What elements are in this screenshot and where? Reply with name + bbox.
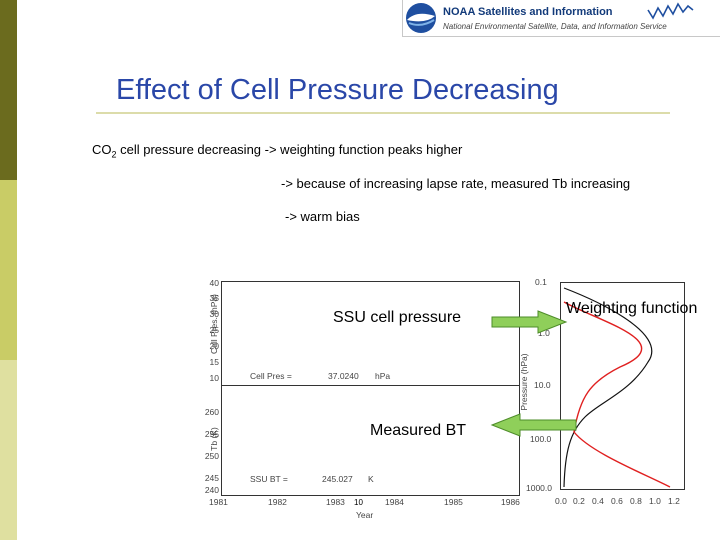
bottom-ytick: 240 [204,485,219,495]
wave-logo-icon [647,2,694,20]
sidebar-band-dark [0,0,17,180]
top-ytick: 20 [209,341,219,351]
xlabel: Year [356,510,374,520]
sidebar-band-mid [0,180,17,360]
weighting-function-plot [560,282,685,490]
wf-curve-black [563,287,653,488]
wf-xtick: 0.4 [592,496,604,506]
panel-divider [221,385,519,386]
wf-xtick: 0.0 [555,496,567,506]
xtick: 1983 [326,497,345,507]
top-ytick: 40 [209,278,219,288]
top-ytick: 10 [209,373,219,383]
xtick: 1985 [444,497,463,507]
top-ytick: 15 [209,357,219,367]
noaa-logo-icon [406,3,436,33]
wf-xtick: 1.0 [649,496,661,506]
ssu-cell-pressure-label: SSU cell pressure [333,309,462,326]
wf-ytick: 1.0 [538,328,550,338]
cell-pres-readout-value: 37.0240 [328,371,359,381]
xtick: 1986 [501,497,520,507]
wf-xtick: 1.2 [668,496,680,506]
xtick: 1981 [209,497,228,507]
top-ytick: 25 [209,325,219,335]
wf-ytick: 0.1 [535,277,547,287]
bottom-ytick: 255 [204,429,219,439]
noaa-header [402,0,720,37]
wf-ylabel: Pressure (hPa) [519,353,529,411]
wf-ytick: 100.0 [530,434,552,444]
text-line-2: -> because of increasing lapse rate, mea… [281,176,631,191]
wf-ytick: 10.0 [534,380,551,390]
bottom-ytick: 245 [204,473,219,483]
top-ytick: 30 [209,309,219,319]
co2-prefix: CO [92,142,112,157]
wf-xtick: 0.8 [630,496,642,506]
bottom-ylabel: Tb (K) [209,427,219,451]
weighting-function-label: Weighting function [566,300,698,317]
arrow-right-icon [491,310,568,334]
ssu-bt-readout-value: 245.027 [322,474,353,484]
cell-pres-readout-label: Cell Pres = [250,371,292,381]
wf-xtick: 0.2 [573,496,585,506]
time-series-plot: 40 35 30 25 20 15 10 Cell Pres. (hPa) Ce… [190,274,520,522]
text-line-3: -> warm bias [285,209,360,224]
wf-ytick: 1000.0 [526,483,552,493]
text-line-1: CO2 cell pressure decreasing -> weightin… [92,142,462,160]
ssu-bt-readout-unit: K [368,474,374,484]
bottom-ytick: 260 [204,407,219,417]
measured-bt-label: Measured BT [370,422,467,439]
sidebar-band-light [0,360,17,540]
bottom-ytick: 250 [204,451,219,461]
slide-title: Effect of Cell Pressure Decreasing [116,74,559,106]
xtick: 1982 [268,497,287,507]
xtick: 1984 [385,497,404,507]
arrow-left-icon [490,413,577,437]
ssu-bt-readout-label: SSU BT = [250,474,288,484]
noaa-logo-subtitle: National Environmental Satellite, Data, … [443,22,667,31]
co2-subscript: 2 [111,149,117,160]
noaa-logo-title: NOAA Satellites and Information [443,6,613,18]
top-ylabel: Cell Pres. (hPa) [209,294,219,354]
wf-curve-red [563,301,671,488]
title-divider [96,112,670,114]
wf-xtick: 0.6 [611,496,623,506]
top-ytick: 35 [209,293,219,303]
wf-frame [560,282,685,490]
cell-pres-readout-unit: hPa [375,371,391,381]
time-series-frame [221,281,520,496]
page-number: 10 [354,498,363,507]
text-line-1-rest: cell pressure decreasing -> weighting fu… [116,142,463,157]
